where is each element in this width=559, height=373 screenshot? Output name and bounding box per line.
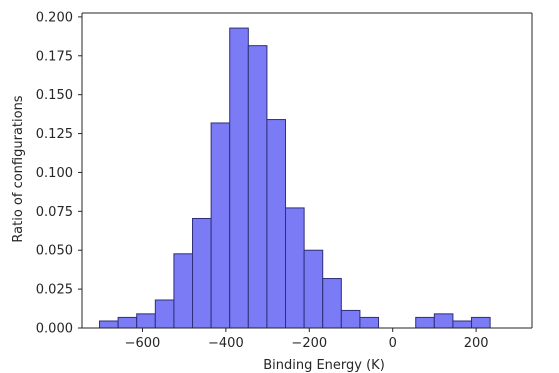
y-axis-ticks: 0.000 0.025 0.050 0.075 0.100 0.125 0.150 0.175… bbox=[36, 10, 82, 337]
x-tick-label: −200 bbox=[291, 336, 327, 351]
histogram-bar-6 bbox=[210, 122, 231, 329]
histogram-bar-3 bbox=[154, 299, 175, 329]
histogram-bar-11 bbox=[303, 249, 324, 329]
y-tick-label: 0.075 bbox=[36, 205, 73, 220]
histogram-bar-7 bbox=[229, 27, 249, 329]
y-tick-label: 0.050 bbox=[36, 244, 73, 259]
histogram-bar-10 bbox=[285, 207, 305, 329]
y-axis-label: Ratio of configurations bbox=[11, 95, 26, 242]
histogram-bar-19 bbox=[452, 320, 473, 329]
x-tick-label: −600 bbox=[125, 336, 161, 351]
x-tick-label: −400 bbox=[208, 336, 244, 351]
histogram-bar-12 bbox=[322, 278, 342, 329]
y-tick-label: 0.200 bbox=[36, 10, 73, 25]
histogram-bar-8 bbox=[247, 45, 268, 329]
x-axis-label: Binding Energy (K) bbox=[263, 358, 385, 373]
y-tick-label: 0.000 bbox=[36, 322, 73, 337]
histogram-bar-4 bbox=[173, 253, 194, 329]
x-tick-label: 200 bbox=[464, 336, 489, 351]
histogram-bar-14 bbox=[359, 316, 380, 329]
histogram-bar-18 bbox=[433, 313, 454, 329]
histogram-bar-17 bbox=[415, 316, 435, 329]
histogram-bar-20 bbox=[471, 316, 491, 329]
histogram-bar-5 bbox=[192, 217, 212, 329]
histogram-bar-1 bbox=[117, 316, 138, 329]
histogram-bar-2 bbox=[136, 313, 156, 329]
y-tick-label: 0.100 bbox=[36, 166, 73, 181]
x-axis-ticks: −600 −400 −200 0 200 bbox=[125, 328, 489, 351]
histogram-bars bbox=[99, 27, 491, 329]
histogram-bar-13 bbox=[340, 309, 361, 329]
histogram-bar-0 bbox=[99, 320, 119, 329]
y-tick-label: 0.150 bbox=[36, 88, 73, 103]
x-tick-label: 0 bbox=[389, 336, 397, 351]
y-tick-label: 0.175 bbox=[36, 49, 73, 64]
histogram-bar-9 bbox=[266, 119, 287, 329]
y-tick-label: 0.125 bbox=[36, 127, 73, 142]
y-tick-label: 0.025 bbox=[36, 283, 73, 298]
axes-frame bbox=[81, 12, 533, 329]
